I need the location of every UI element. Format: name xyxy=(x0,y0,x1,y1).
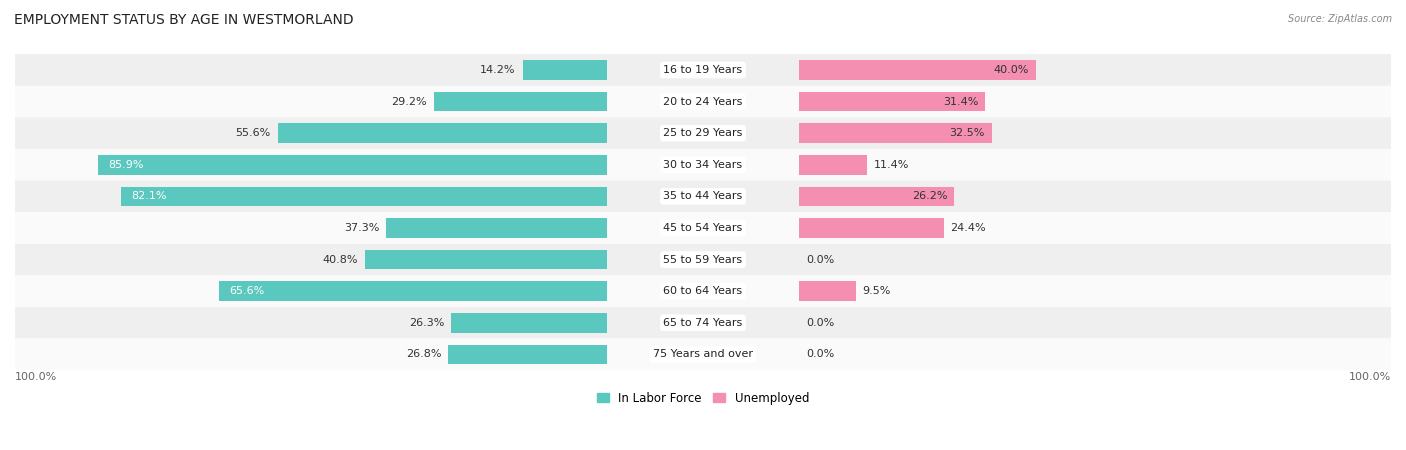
Bar xyxy=(434,92,606,111)
Text: 29.2%: 29.2% xyxy=(391,97,427,107)
FancyBboxPatch shape xyxy=(15,212,1391,244)
FancyBboxPatch shape xyxy=(15,338,1391,370)
Bar xyxy=(278,123,606,143)
Text: 25 to 29 Years: 25 to 29 Years xyxy=(664,128,742,138)
Text: 85.9%: 85.9% xyxy=(108,160,145,170)
Text: 11.4%: 11.4% xyxy=(873,160,910,170)
FancyBboxPatch shape xyxy=(15,86,1391,117)
Bar xyxy=(366,250,606,270)
Text: 45 to 54 Years: 45 to 54 Years xyxy=(664,223,742,233)
Text: 65.6%: 65.6% xyxy=(229,286,264,296)
Bar xyxy=(451,313,606,333)
Text: 30 to 34 Years: 30 to 34 Years xyxy=(664,160,742,170)
Bar xyxy=(98,155,606,175)
Text: 26.2%: 26.2% xyxy=(912,191,948,202)
Text: 100.0%: 100.0% xyxy=(15,372,58,382)
Text: 35 to 44 Years: 35 to 44 Years xyxy=(664,191,742,202)
Text: 40.8%: 40.8% xyxy=(323,255,359,265)
Bar xyxy=(449,345,606,364)
Text: EMPLOYMENT STATUS BY AGE IN WESTMORLAND: EMPLOYMENT STATUS BY AGE IN WESTMORLAND xyxy=(14,14,354,27)
FancyBboxPatch shape xyxy=(15,180,1391,212)
Text: 100.0%: 100.0% xyxy=(1348,372,1391,382)
Text: 0.0%: 0.0% xyxy=(806,349,834,360)
Text: 26.3%: 26.3% xyxy=(409,318,444,328)
FancyBboxPatch shape xyxy=(15,149,1391,180)
FancyBboxPatch shape xyxy=(15,244,1391,275)
Text: 26.8%: 26.8% xyxy=(406,349,441,360)
Text: 82.1%: 82.1% xyxy=(131,191,167,202)
Bar xyxy=(800,187,955,206)
Bar xyxy=(800,155,866,175)
Text: 55 to 59 Years: 55 to 59 Years xyxy=(664,255,742,265)
Bar xyxy=(800,123,991,143)
Text: 24.4%: 24.4% xyxy=(950,223,986,233)
Bar xyxy=(800,218,943,238)
FancyBboxPatch shape xyxy=(15,117,1391,149)
Text: 40.0%: 40.0% xyxy=(994,65,1029,75)
Bar xyxy=(800,281,855,301)
Text: 16 to 19 Years: 16 to 19 Years xyxy=(664,65,742,75)
FancyBboxPatch shape xyxy=(15,275,1391,307)
Text: 32.5%: 32.5% xyxy=(949,128,984,138)
FancyBboxPatch shape xyxy=(15,54,1391,86)
FancyBboxPatch shape xyxy=(15,307,1391,338)
Bar xyxy=(800,60,1036,80)
Text: 55.6%: 55.6% xyxy=(236,128,271,138)
Text: 65 to 74 Years: 65 to 74 Years xyxy=(664,318,742,328)
Text: 20 to 24 Years: 20 to 24 Years xyxy=(664,97,742,107)
Bar xyxy=(121,187,606,206)
Text: 75 Years and over: 75 Years and over xyxy=(652,349,754,360)
Text: 60 to 64 Years: 60 to 64 Years xyxy=(664,286,742,296)
Text: 0.0%: 0.0% xyxy=(806,318,834,328)
Text: 31.4%: 31.4% xyxy=(943,97,979,107)
Text: Source: ZipAtlas.com: Source: ZipAtlas.com xyxy=(1288,14,1392,23)
Bar xyxy=(800,92,986,111)
Bar xyxy=(387,218,606,238)
Text: 14.2%: 14.2% xyxy=(481,65,516,75)
Legend: In Labor Force, Unemployed: In Labor Force, Unemployed xyxy=(592,387,814,410)
Bar xyxy=(523,60,606,80)
Text: 37.3%: 37.3% xyxy=(343,223,380,233)
Bar xyxy=(218,281,606,301)
Text: 9.5%: 9.5% xyxy=(862,286,891,296)
Text: 0.0%: 0.0% xyxy=(806,255,834,265)
